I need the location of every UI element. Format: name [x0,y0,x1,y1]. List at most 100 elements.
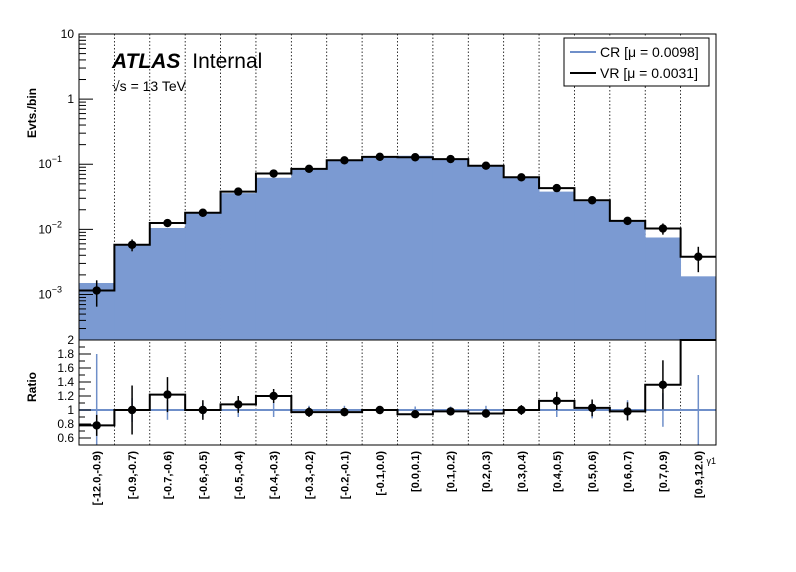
x-tick-label: [0.9,12.0) [693,451,705,498]
ratio-data-point [198,405,208,415]
vr-data-point [694,252,703,261]
cr-bar [114,244,151,340]
ratio-data-point [304,407,314,417]
y-tick-label: 10−3 [38,284,62,301]
vr-data-point [92,286,101,295]
cr-bar [609,220,646,340]
y-tick-exponent: −2 [52,219,62,229]
ratio-y-axis-title: Ratio [25,372,39,402]
vr-data-point [198,208,208,217]
ratio-y-tick-label: 1.8 [57,347,74,361]
ratio-step-line [79,339,716,427]
x-tick-label: [0.7,0.9) [658,451,670,492]
vr-data-point [587,196,597,205]
ratio-panel-frame [78,339,717,446]
legend-box [563,37,710,87]
vr-data-point [375,152,385,162]
ratio-data-point [623,407,632,416]
ratio-data-point [92,421,101,430]
legend: CR [μ = 0.0098] VR [μ = 0.0031] [563,37,710,87]
cr-bar [539,191,575,340]
cr-bar [645,237,682,340]
legend-label-cr: CR [μ = 0.0098] [600,44,699,60]
x-tick-label: [-12.0,-0.9) [92,451,104,506]
x-tick-label: [-0.3,-0.2) [304,451,316,500]
vr-data-point [410,153,420,162]
ratio-y-tick-label: 1.4 [57,375,74,389]
ratio-y-tick-label: 1 [67,403,74,417]
x-tick-label: [-0.4,-0.3) [269,451,281,500]
y-tick-label: 10−1 [38,154,62,171]
vr-data-point [658,224,668,233]
x-tick-label: [-0.1,0.0) [375,451,387,496]
legend-label-vr: VR [μ = 0.0031] [600,65,698,81]
ratio-data-point [446,407,455,416]
cr-bar [149,227,186,340]
cr-bar [291,168,328,340]
ratio-data-point [234,400,243,409]
ratio-data-point [127,405,137,415]
x-tick-label: [-0.5,-0.4) [233,451,245,500]
cr-bar [574,201,611,340]
y-tick-exponent: −3 [52,284,62,294]
x-tick-label: [0.3,0.4) [516,451,528,492]
x-tick-label: [-0.7,-0.6) [162,451,174,500]
cr-bar [185,212,221,340]
y-tick-label: 10−2 [38,219,62,236]
vr-data-point [552,183,561,193]
y-tick-label: 1 [67,92,74,106]
x-tick-label: [0.2,0.3) [481,451,493,492]
ratio-y-tick-label: 0.6 [57,431,74,445]
x-tick-label: [0.4,0.5) [552,451,564,492]
ratio-data-point [163,390,172,399]
ratio-data-point [481,409,491,418]
x-tick-label: [0.6,0.7) [623,451,635,492]
x-axis-title: γ1 [706,456,716,466]
ratio-panel: 0.60.811.21.41.61.82 [57,333,716,446]
vr-data-point [269,169,278,178]
ratio-data-point [517,405,526,415]
ratio-y-tick-label: 1.2 [57,389,74,403]
vr-data-point [127,240,137,249]
x-tick-label: [-0.9,-0.7) [127,451,139,500]
y-tick-label: 10 [61,27,75,41]
main-panel: 10 1 10−1 10−2 10−3 [38,27,717,341]
x-tick-label: [-0.2,-0.1) [339,451,351,500]
ratio-data-point [658,380,668,389]
ratio-data-point [375,405,385,415]
x-tick-label: [0.5,0.6) [587,451,599,492]
ratio-data-point [269,391,278,401]
x-tick-label: [0.0,0.1) [410,451,422,492]
vr-data-point [340,156,349,165]
cr-bar [220,193,257,340]
x-tick-label: [0.1,0.2) [446,451,458,492]
vr-data-point [234,187,243,196]
vr-data-point [446,154,455,164]
cr-bar [362,156,398,340]
vr-data-point [481,161,491,170]
y-tick-exponent: −1 [52,154,62,164]
ratio-data-point [410,410,420,419]
atlas-label: ATLAS [111,50,180,73]
main-y-axis-title: Evts./bin [25,88,39,138]
x-tick-label: [-0.6,-0.5) [198,451,210,500]
ratio-data-point [587,403,597,413]
cr-bar [326,160,363,340]
ratio-y-tick-label: 1.6 [57,361,74,375]
x-tick-labels: [-12.0,-0.9) [-0.9,-0.7) [-0.7,-0.6) [-0.6,… [92,451,706,506]
cr-bar [468,165,505,340]
cr-bar [397,155,434,340]
energy-label: √s = 13 TeV [112,78,187,94]
atlas-internal-label: Internal [192,50,262,73]
svg-text:ATLAS Internal: ATLAS Internal [111,50,262,73]
ratio-data-point [340,407,349,417]
cr-bar [432,159,469,340]
ratio-y-tick-label: 2 [67,333,74,347]
cr-bar [680,276,717,340]
vr-data-point [623,216,632,226]
vr-data-point [163,218,172,228]
vr-data-point [517,173,526,182]
vr-step-line [79,155,716,292]
cr-bar [255,177,292,340]
